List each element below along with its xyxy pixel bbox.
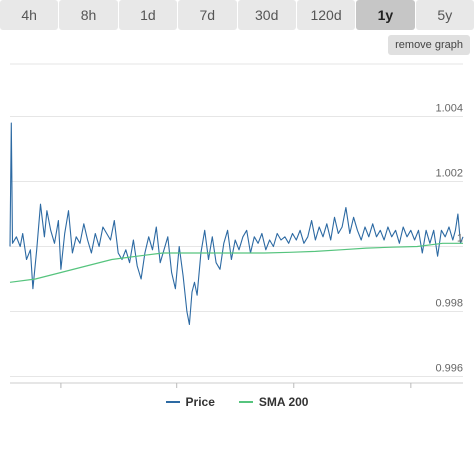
grid-lines — [10, 63, 463, 384]
remove-graph-button[interactable]: remove graph — [388, 35, 470, 55]
range-button-8h[interactable]: 8h — [59, 0, 118, 30]
legend-label-sma-200: SMA 200 — [258, 395, 309, 409]
range-button-1y[interactable]: 1y — [356, 0, 415, 30]
y-tick-label: 1.004 — [435, 103, 463, 115]
y-tick-label: 1 — [457, 233, 463, 245]
range-button-30d[interactable]: 30d — [237, 0, 296, 30]
sma-200-series-line — [9, 242, 463, 283]
time-range-selector: 4h 8h 1d 7d 30d 120d 1y 5y — [0, 0, 474, 30]
legend-item-price[interactable]: Price — [165, 395, 215, 409]
legend-swatch-sma-200 — [238, 401, 253, 403]
price-series-line — [9, 122, 464, 326]
x-axis-ticks — [60, 383, 412, 388]
range-button-7d[interactable]: 7d — [178, 0, 237, 30]
series-lines — [9, 122, 464, 326]
y-tick-label: 1.002 — [435, 168, 463, 180]
legend-item-sma-200[interactable]: SMA 200 — [238, 395, 309, 409]
range-button-1d[interactable]: 1d — [118, 0, 178, 30]
range-button-4h[interactable]: 4h — [0, 0, 59, 30]
range-button-120d[interactable]: 120d — [296, 0, 356, 30]
range-button-5y[interactable]: 5y — [415, 0, 474, 30]
legend-swatch-price — [165, 401, 180, 403]
chart-legend: Price SMA 200 — [0, 392, 474, 412]
y-tick-label: 0.996 — [435, 363, 463, 375]
legend-label-price: Price — [185, 395, 215, 409]
y-tick-label: 0.998 — [435, 298, 463, 310]
